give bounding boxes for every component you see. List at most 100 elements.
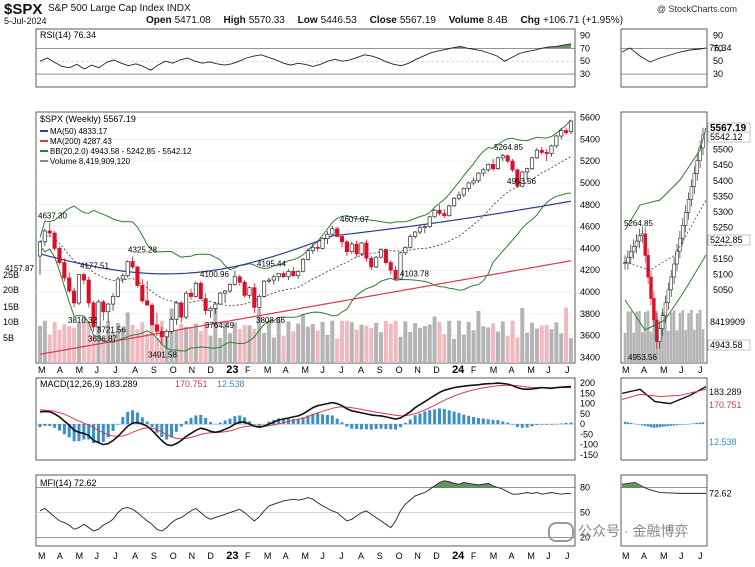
volume-bar — [340, 320, 345, 363]
macd-histogram-bar — [43, 424, 47, 426]
inset-candle-body — [672, 263, 676, 278]
volume-bar — [325, 334, 330, 363]
volume-bar — [559, 333, 564, 363]
inset-x-label: M — [660, 551, 668, 561]
candle-body — [188, 292, 194, 297]
volume-bar — [296, 323, 301, 363]
chart-header: $SPX S&P 500 Large Cap Index INDX 5-Jul-… — [0, 0, 755, 26]
inset-annotation: 4953.56 — [628, 353, 657, 362]
inset-volume-bar — [667, 330, 670, 363]
price-legend-item: Volume 8,419,909,120 — [50, 157, 131, 166]
inset-volume-bar — [687, 313, 690, 363]
macd-histogram-bar — [442, 409, 446, 425]
mfi-legend: MFI(14) 72.62 — [40, 478, 97, 488]
close-value: 5567.19 — [399, 15, 436, 26]
inset-macd-hist — [681, 424, 684, 425]
candle-body — [76, 274, 82, 304]
macd-histogram-bar — [121, 417, 125, 425]
volume-bar — [52, 321, 57, 363]
volume-bar — [539, 325, 544, 363]
inset-mfi-fill — [622, 482, 646, 488]
x-axis-label-bottom: J — [565, 551, 570, 561]
price-y-tick: 4400 — [580, 243, 600, 253]
inset-macd-hist — [644, 424, 647, 426]
inset-x-label: M — [622, 551, 630, 561]
inset-annotation: 5264.85 — [624, 219, 653, 228]
macd-y-tick: 0 — [580, 419, 585, 429]
price-y-tick: 5400 — [580, 134, 600, 144]
price-y-tick: 3400 — [580, 353, 600, 363]
macd-histogram-bar — [213, 423, 217, 425]
macd-histogram-bar — [345, 424, 349, 427]
macd-histogram-bar — [218, 422, 222, 425]
price-annotation: 4607.07 — [340, 215, 369, 224]
macd-histogram-bar — [257, 424, 261, 426]
x-axis-label-mid: J — [320, 365, 325, 375]
candle-body — [534, 149, 539, 159]
x-axis-label-mid: 24 — [452, 364, 465, 376]
candle-body — [145, 300, 150, 306]
price-y-tick: 5600 — [580, 112, 600, 122]
inset-volume-bar — [635, 311, 638, 363]
inset-candle-body — [640, 233, 645, 237]
inset-volume-bar — [649, 331, 653, 363]
x-axis-label-mid: J — [565, 365, 570, 375]
price-y-tick: 5200 — [580, 156, 600, 166]
candle-body — [388, 262, 393, 271]
volume-bar — [227, 333, 232, 363]
candle-body — [86, 279, 91, 304]
inset-macd-hist — [693, 423, 696, 425]
volume-bar — [164, 335, 169, 363]
candle-body — [169, 318, 174, 332]
volume-bar — [184, 326, 189, 363]
rsi-y-tick: 90 — [580, 30, 590, 40]
macd-histogram-bar — [481, 418, 485, 425]
volume-bar — [432, 316, 437, 363]
x-axis-label-bottom: A — [358, 551, 364, 561]
volume-bar — [510, 320, 515, 363]
candle-body — [437, 209, 442, 214]
volume-bar — [408, 332, 413, 363]
volume-bar — [169, 308, 174, 363]
macd-histogram-bar — [403, 422, 407, 425]
volume-bar — [359, 324, 364, 363]
price-annotation: 3810.32 — [68, 316, 97, 325]
macd-histogram-bar — [223, 420, 227, 425]
candle-body — [159, 331, 164, 338]
macd-histogram-bar — [545, 424, 549, 425]
x-axis-label-bottom: F — [471, 551, 477, 561]
macd-histogram-bar — [384, 424, 388, 430]
inset-macd-hist — [670, 424, 673, 426]
volume-bar — [569, 338, 573, 363]
chg-value: +106.71 (+1.95%) — [542, 15, 624, 26]
inset-volume-bar — [675, 330, 679, 363]
candle-body — [335, 228, 340, 237]
inset-macd-hist — [638, 424, 641, 425]
inset-volume-bar — [646, 310, 650, 363]
volume-bar — [549, 329, 554, 363]
price-y-tick: 4200 — [580, 265, 600, 275]
inset-y-tick: 5050 — [713, 285, 733, 295]
macd-histogram-bar — [189, 417, 193, 425]
macd-histogram-bar — [48, 424, 52, 426]
mfi-panel-frame — [35, 474, 576, 547]
candle-body — [91, 302, 96, 328]
inset-macd-hist — [652, 424, 656, 428]
inset-macd-hist — [664, 424, 667, 427]
inset-macd-hist — [646, 424, 650, 427]
candle-body — [544, 152, 549, 154]
inset-volume-bar — [701, 329, 705, 363]
macd-histogram-bar — [116, 424, 120, 425]
candle-body — [383, 249, 388, 263]
macd-histogram-bar — [530, 424, 534, 427]
macd-histogram-bar — [62, 424, 66, 435]
price-panel-frame — [35, 111, 576, 364]
candle-body — [403, 246, 408, 254]
inset-y-tick: 5100 — [713, 269, 733, 279]
candle-body — [218, 292, 223, 305]
candle-body — [378, 249, 384, 258]
macd-histogram-bar — [126, 411, 130, 425]
volume-bar — [257, 309, 262, 363]
volume-label: Volume — [448, 15, 485, 26]
candle-body — [344, 241, 349, 253]
